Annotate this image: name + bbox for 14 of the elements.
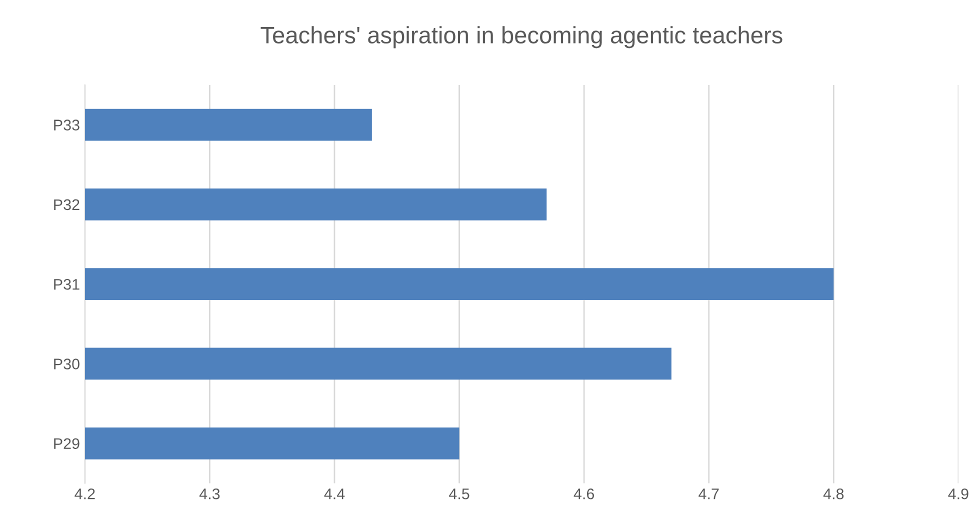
x-tick-label: 4.2 [74,488,95,500]
x-tick-label: 4.8 [823,488,844,500]
x-tick-label: 4.7 [698,488,719,500]
chart-title: Teachers' aspiration in becoming agentic teachers [260,26,782,48]
y-tick-label: P31 [54,278,80,290]
x-tick-label: 4.9 [948,488,968,500]
x-tick-label: 4.5 [449,488,470,500]
y-tick-label: P29 [54,438,80,450]
y-tick-label: P32 [54,199,80,210]
y-tick-label: P33 [54,120,80,130]
x-tick-label: 4.6 [574,488,594,500]
x-tick-label: 4.4 [324,488,345,500]
x-tick-label: 4.3 [199,488,220,500]
y-tick-label: P30 [54,358,80,370]
